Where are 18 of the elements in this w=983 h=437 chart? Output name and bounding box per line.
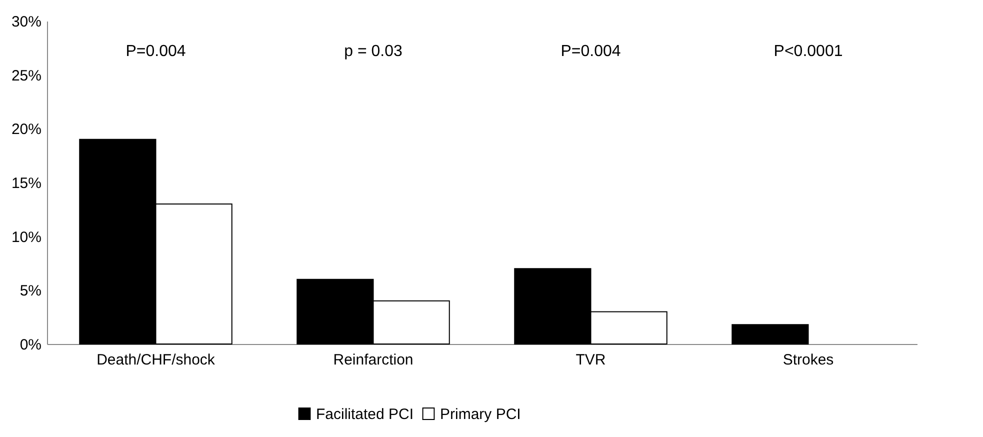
y-tick-label: 10% xyxy=(11,228,42,246)
annotation: P=0.004 xyxy=(560,43,621,60)
legend-label: Primary PCI xyxy=(440,406,521,423)
annotation: p = 0.03 xyxy=(344,43,402,60)
y-tick-label: 15% xyxy=(11,175,42,192)
x-tick-label: Reinfarction xyxy=(333,352,414,368)
x-tick-label: Death/CHF/shock xyxy=(96,352,216,368)
y-tick-label: 5% xyxy=(20,282,42,300)
bar xyxy=(732,324,809,344)
y-tick-label: 20% xyxy=(11,121,42,138)
legend-label: Facilitated PCI xyxy=(316,406,414,423)
y-tick-label: 25% xyxy=(11,67,42,84)
x-tick-label: Strokes xyxy=(782,352,834,368)
x-tick-label: TVR xyxy=(576,352,606,368)
annotation: P=0.004 xyxy=(126,43,186,60)
y-tick-label: 0% xyxy=(20,336,42,354)
annotation: P<0.0001 xyxy=(774,43,843,60)
y-tick-label: 30% xyxy=(11,14,42,30)
